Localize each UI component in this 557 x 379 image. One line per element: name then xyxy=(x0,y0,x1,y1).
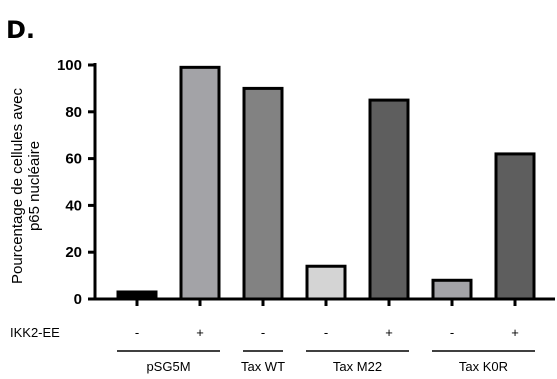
factor-sign: - xyxy=(450,325,454,340)
factor-sign: - xyxy=(261,325,265,340)
panel-label: D. xyxy=(6,16,35,44)
bar xyxy=(305,264,347,301)
bar xyxy=(494,152,536,301)
factor-signs: - + - - + - + xyxy=(135,325,519,340)
y-tick-label: 100 xyxy=(57,57,82,74)
group-label: Tax K0R xyxy=(459,359,508,374)
y-tick-label: 0 xyxy=(74,291,82,308)
bar xyxy=(179,65,221,301)
y-tick-label: 80 xyxy=(65,104,82,121)
group-labels: pSG5M Tax WT Tax M22 Tax K0R xyxy=(117,350,535,374)
factor-sign: + xyxy=(196,325,204,340)
bar xyxy=(431,278,473,301)
bar xyxy=(242,86,284,301)
factor-sign: - xyxy=(135,325,139,340)
bar xyxy=(368,98,410,301)
y-tick-label: 40 xyxy=(65,197,82,214)
y-tick-label: 20 xyxy=(65,244,82,261)
factor-sign: - xyxy=(324,325,328,340)
group-label: Tax WT xyxy=(241,359,285,374)
y-axis-label-line-2: p65 nucléaire xyxy=(26,141,43,231)
y-tick-label: 60 xyxy=(65,151,82,168)
y-axis-label-line-1: Pourcentage de cellules avec xyxy=(9,88,26,284)
factor-sign: + xyxy=(385,325,393,340)
group-label: Tax M22 xyxy=(333,359,382,374)
group-label: pSG5M xyxy=(146,359,190,374)
factor-label: IKK2-EE xyxy=(10,325,60,340)
factor-sign: + xyxy=(511,325,519,340)
y-ticks: 0 20 40 60 80 100 xyxy=(57,57,95,308)
bar xyxy=(116,290,158,301)
bars xyxy=(116,65,536,306)
